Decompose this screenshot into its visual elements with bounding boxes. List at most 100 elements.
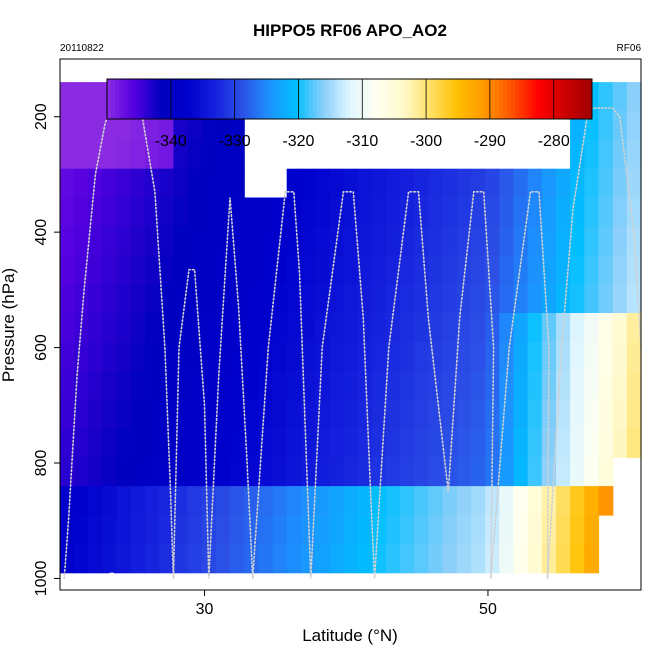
heatmap-cell [556,543,571,574]
heatmap-cell [230,255,245,285]
heatmap-cell [116,139,132,170]
heatmap-cell [584,226,600,256]
colorbar-segment [119,79,124,119]
heatmap-cell [471,168,486,199]
heatmap-cell [343,543,359,574]
heatmap-cell [471,543,486,574]
heatmap-cell [343,284,359,314]
heatmap-cell [286,543,302,574]
heatmap-cell [74,110,89,141]
heatmap-cell [286,486,302,516]
heatmap-cell [442,313,458,343]
heatmap-cell [527,543,543,574]
colorbar: -340 -330 -320 -310 -300 -290 -280 [106,78,593,150]
heatmap-cell [286,226,302,256]
colorbar-segment [414,79,419,119]
heatmap-cell [88,370,104,401]
heatmap-cell [102,399,118,429]
heatmap-cell [527,284,543,314]
heatmap-cell [456,168,472,199]
colorbar-tick-label: -300 [410,133,442,150]
heatmap-cell [570,313,585,343]
heatmap-cell [626,168,642,199]
heatmap-cell [315,313,330,343]
colorbar-segment [531,79,536,119]
heatmap-cell [329,168,344,199]
heatmap-cell [102,168,118,199]
heatmap-cell [343,370,359,401]
heatmap-cell [456,313,472,343]
heatmap-cell [428,543,444,574]
heatmap-cell [116,255,132,285]
heatmap-cell [570,255,585,285]
colorbar-segment [515,79,520,119]
heatmap-cell [102,226,118,256]
heatmap-cell [612,428,628,458]
heatmap-cell [357,226,373,256]
heatmap-cell [598,428,614,458]
heatmap-cell [414,543,430,574]
colorbar-segment [159,79,165,119]
heatmap-cell [499,428,515,458]
heatmap-cell [244,313,259,343]
heatmap-cell [272,284,288,314]
heatmap-cell [315,399,330,429]
heatmap-cell [244,226,259,256]
colorbar-segment [474,79,480,119]
colorbar-segment [353,79,359,119]
heatmap-cell [145,428,160,458]
heatmap-cell [145,168,160,199]
heatmap-cell [400,428,415,458]
heatmap-cell [272,486,288,516]
heatmap-cell [116,168,132,199]
heatmap-cell [541,428,557,458]
heatmap-cell [499,197,515,227]
heatmap-cell [442,341,458,372]
heatmap-cell [357,168,373,199]
heatmap-cell [541,284,557,314]
heatmap-cell [598,313,614,343]
heatmap-cell [456,486,472,516]
heatmap-cell [130,139,146,170]
colorbar-tick-label: -280 [538,133,570,150]
heatmap-cell [499,341,515,372]
heatmap-cell [357,428,373,458]
heatmap-cell [230,486,245,516]
heatmap-cell [485,197,500,227]
heatmap-cell [130,457,146,487]
heatmap-cell [541,313,557,343]
colorbar-tick-label: -320 [282,133,314,150]
heatmap-cell [215,457,231,487]
heatmap-cell [215,313,231,343]
heatmap-cell [329,486,344,516]
heatmap-cell [60,486,75,516]
heatmap-cell [329,457,344,487]
flight-date-label: 20110822 [60,43,104,54]
heatmap-cell [74,197,89,227]
heatmap-cell [315,226,330,256]
heatmap-cell [230,313,245,343]
heatmap-cell [315,255,330,285]
colorbar-segment [317,79,322,119]
heatmap-cell [527,313,543,343]
colorbar-segment [398,79,403,119]
heatmap-cell [286,370,302,401]
colorbar-segment [519,79,524,119]
heatmap-cell [116,515,132,545]
heatmap-cell [315,486,330,516]
colorbar-segment [280,79,286,119]
heatmap-cell [485,457,500,487]
heatmap-cell [300,341,316,372]
heatmap-cell [584,168,600,199]
heatmap-cell [527,168,543,199]
heatmap-cell [272,399,288,429]
heatmap-cell [598,284,614,314]
heatmap-cell [159,399,174,429]
heatmap-cell [556,226,571,256]
heatmap-cell [187,543,203,574]
heatmap-cell [102,255,118,285]
heatmap-cell [130,399,146,429]
heatmap-cell [442,428,458,458]
colorbar-segment [450,79,456,119]
heatmap-cell [456,255,472,285]
